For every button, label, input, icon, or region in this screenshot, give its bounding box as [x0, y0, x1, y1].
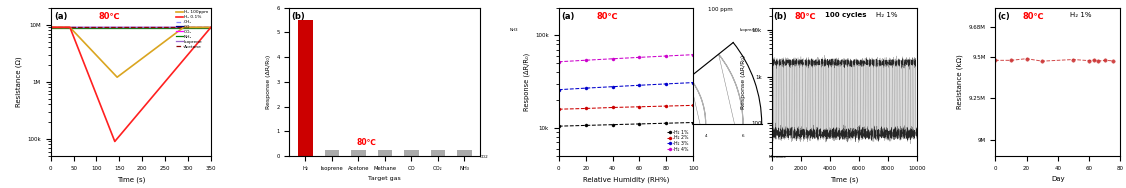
Text: 100 cycles: 100 cycles — [825, 12, 867, 18]
H₂ 4% — [579, 59, 592, 61]
Text: (c): (c) — [998, 12, 1010, 21]
Y-axis label: Response (ΔR/R₀): Response (ΔR/R₀) — [524, 53, 530, 111]
Text: 80℃: 80℃ — [99, 12, 120, 21]
H₂ 2% — [579, 107, 592, 110]
Line: H₂ 3%: H₂ 3% — [557, 81, 695, 91]
X-axis label: Relative Humidity (RH%): Relative Humidity (RH%) — [583, 176, 669, 183]
H₂ 2% — [660, 105, 673, 107]
H₂ 2% — [606, 106, 619, 109]
H₂ 3% — [606, 86, 619, 88]
Text: H₂ 1%: H₂ 1% — [1071, 12, 1092, 18]
H₂ 1% — [660, 122, 673, 124]
Text: (a): (a) — [54, 12, 68, 21]
Bar — [404, 150, 419, 156]
H₂ 1% — [606, 124, 619, 126]
Polygon shape — [624, 12, 638, 131]
Text: H₂ 1%: H₂ 1% — [876, 12, 897, 18]
H₂ 3% — [552, 89, 565, 91]
H₂ 1% — [687, 121, 700, 124]
H₂ 3% — [633, 84, 646, 86]
Text: (a): (a) — [562, 12, 575, 21]
X-axis label: Time (s): Time (s) — [117, 176, 145, 183]
H₂ 4% — [606, 58, 619, 60]
Bar — [324, 150, 339, 156]
H₂ 4% — [552, 61, 565, 63]
Line: H₂ 2%: H₂ 2% — [557, 104, 695, 111]
H₂ 1% — [633, 123, 646, 125]
Bar — [457, 150, 472, 156]
H₂ 3% — [579, 87, 592, 89]
X-axis label: Day: Day — [1051, 176, 1064, 182]
Text: (b): (b) — [774, 12, 787, 21]
Y-axis label: Resistance (Ω): Resistance (Ω) — [15, 56, 21, 107]
Text: 80℃: 80℃ — [356, 138, 376, 147]
Text: 80℃: 80℃ — [1022, 12, 1045, 21]
Legend: H₂ 1%, H₂ 2%, H₂ 3%, H₂ 4%: H₂ 1%, H₂ 2%, H₂ 3%, H₂ 4% — [665, 128, 690, 154]
Line: H₂ 1%: H₂ 1% — [557, 121, 695, 128]
H₂ 4% — [660, 55, 673, 57]
H₂ 1% — [579, 124, 592, 127]
Bar — [351, 150, 366, 156]
Text: 100 ppm: 100 ppm — [708, 8, 733, 12]
X-axis label: Time (s): Time (s) — [830, 176, 858, 183]
Text: (b): (b) — [292, 12, 305, 21]
Text: 80℃: 80℃ — [795, 12, 816, 21]
Bar — [430, 150, 445, 156]
Line: H₂ 4%: H₂ 4% — [557, 53, 695, 63]
H₂ 3% — [660, 83, 673, 85]
H₂ 4% — [633, 56, 646, 58]
H₂ 1% — [552, 125, 565, 127]
H₂ 2% — [633, 106, 646, 108]
H₂ 2% — [552, 108, 565, 110]
Y-axis label: Response (ΔR/R₀): Response (ΔR/R₀) — [266, 55, 271, 109]
Bar — [377, 150, 392, 156]
H₂ 2% — [687, 104, 700, 106]
Y-axis label: Response (ΔR/R₀): Response (ΔR/R₀) — [741, 55, 745, 109]
X-axis label: Target gas: Target gas — [368, 176, 401, 181]
Bar — [298, 20, 313, 156]
Y-axis label: Resistance (kΩ): Resistance (kΩ) — [957, 54, 963, 109]
H₂ 3% — [687, 81, 700, 84]
H₂ 4% — [687, 54, 700, 56]
Legend: H₂ 100ppm, H₂ 0.1%, CH₄, CO, CO₂, NH₃, Isoprene, Acetone: H₂ 100ppm, H₂ 0.1%, CH₄, CO, CO₂, NH₃, I… — [176, 10, 208, 49]
Text: 80℃: 80℃ — [597, 12, 618, 21]
